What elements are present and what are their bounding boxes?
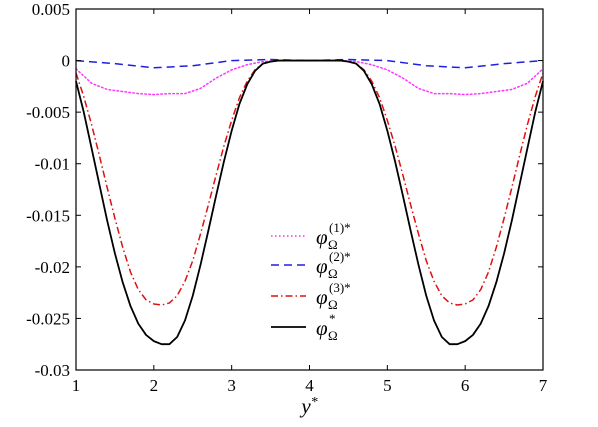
legend-label-subscript: Ω <box>328 237 338 252</box>
legend-label-subscript: Ω <box>328 266 338 281</box>
y-tick-label: -0.025 <box>26 309 70 328</box>
legend-label-symbol: φ <box>316 316 328 340</box>
legend-label-symbol: φ <box>316 285 328 309</box>
legend-label-superscript: * <box>329 311 336 326</box>
y-tick-label: -0.02 <box>35 258 70 277</box>
x-tick-label: 1 <box>72 376 81 395</box>
legend-label-superscript: (2)* <box>329 249 351 264</box>
x-axis-title: y* <box>299 394 317 418</box>
legend-label-symbol: φ <box>316 225 328 249</box>
y-tick-label: -0.005 <box>26 103 70 122</box>
y-tick-label: -0.03 <box>35 361 70 380</box>
x-tick-label: 5 <box>383 376 392 395</box>
y-tick-label: 0 <box>62 52 71 71</box>
y-tick-label: 0.005 <box>32 0 70 19</box>
x-tick-label: 7 <box>539 376 548 395</box>
plot-area-frame <box>75 8 544 371</box>
series-line-1 <box>75 59 544 96</box>
x-tick-label: 4 <box>305 376 314 395</box>
y-tick-label: -0.015 <box>26 206 70 225</box>
y-tick-label: -0.01 <box>35 155 70 174</box>
x-tick-label: 2 <box>150 376 159 395</box>
legend-label-superscript: (3)* <box>329 280 351 295</box>
legend-label-subscript: Ω <box>328 297 338 312</box>
legend-label-subscript: Ω <box>328 328 338 343</box>
x-tick-label: 6 <box>461 376 470 395</box>
series-line-3 <box>75 59 544 306</box>
legend-label-symbol: φ <box>316 254 328 278</box>
axis-ticks <box>75 8 544 371</box>
series-line-4 <box>75 59 544 346</box>
legend-label-superscript: (1)* <box>329 220 351 235</box>
x-tick-label: 3 <box>227 376 236 395</box>
axis-tick-labels: 1 2 3 4 5 6 7 0.005 0 -0.005 -0.01 -0.015 -0.02 -0.02… <box>26 0 548 395</box>
series-layer <box>75 58 544 346</box>
legend: φ Ω(1)*φ Ω(2)*φ Ω(3)*φ Ω* <box>271 220 351 343</box>
